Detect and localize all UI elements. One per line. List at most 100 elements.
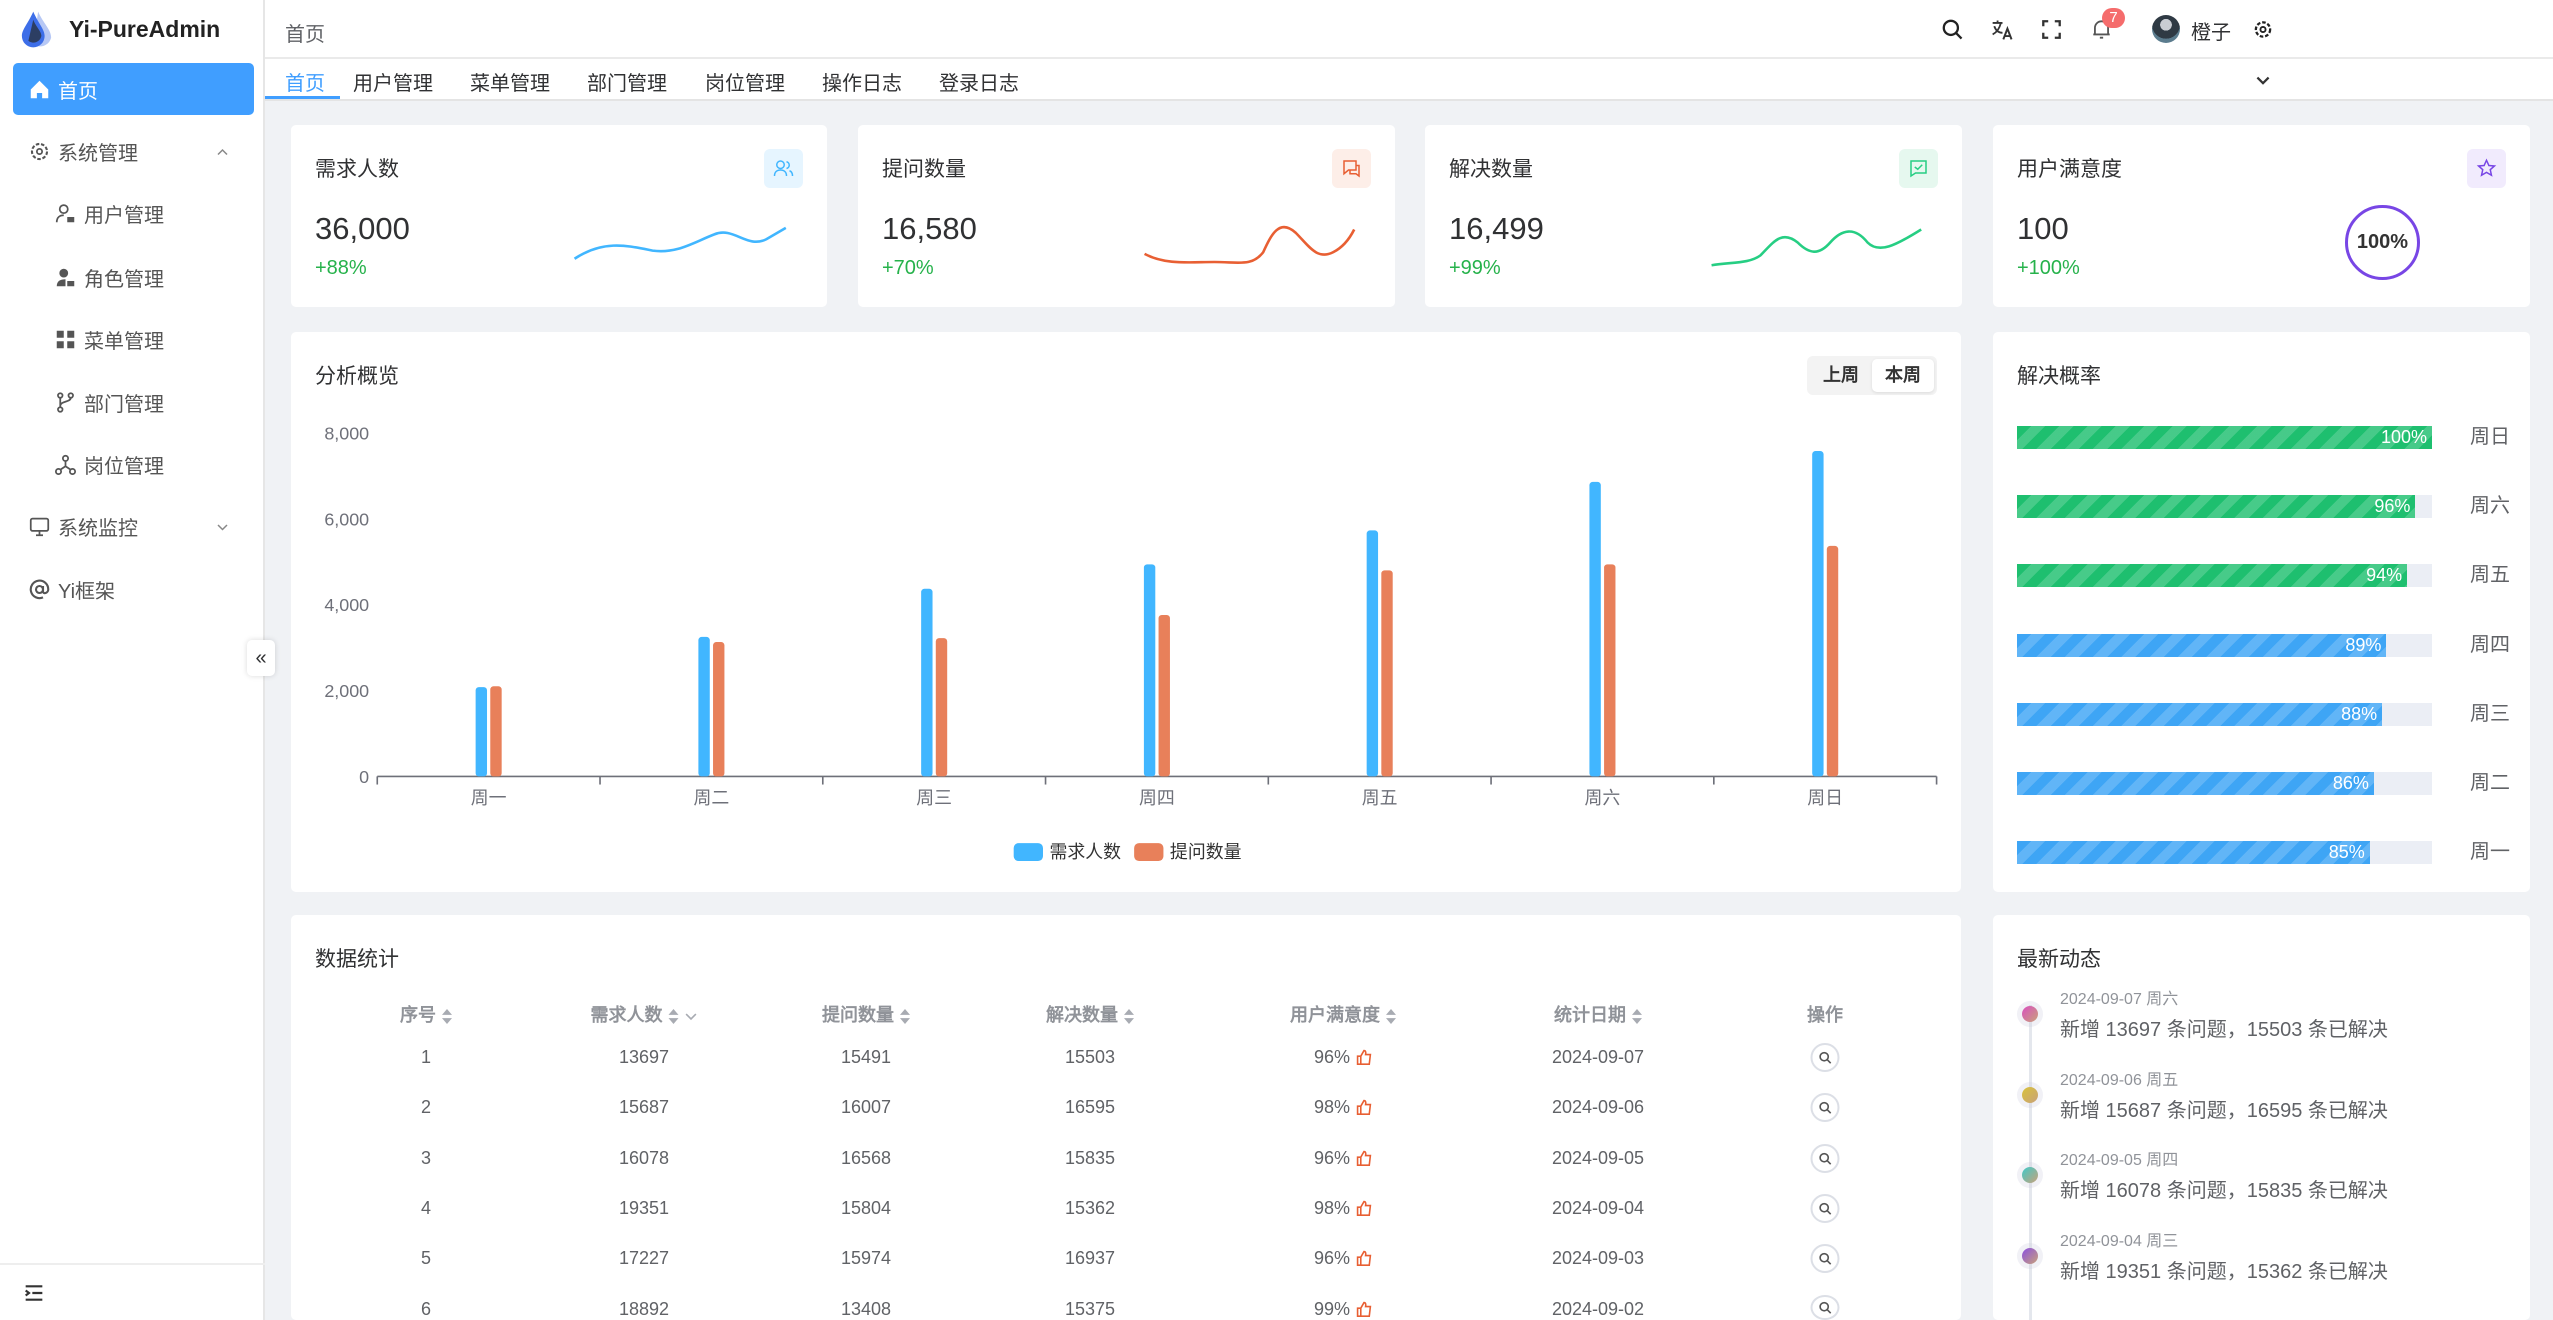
view-button[interactable] (1810, 1193, 1840, 1223)
column-header[interactable]: 用户满意度 (1290, 1001, 1396, 1027)
stat-value: 36,000 (315, 211, 410, 246)
bar-questions[interactable] (935, 638, 948, 777)
chevron-down-icon (217, 523, 228, 531)
column-header[interactable]: 序号 (400, 1001, 452, 1027)
collapse-sidebar-button[interactable]: « (247, 640, 275, 676)
sort-icon[interactable] (1632, 1008, 1642, 1024)
sidebar-item-post-management[interactable]: 岗位管理 (13, 438, 254, 490)
sparkline (1711, 228, 1922, 267)
branch-icon (57, 391, 74, 413)
tab-menu-management[interactable]: 菜单管理 (470, 73, 550, 95)
breadcrumb[interactable]: 首页 (285, 24, 325, 46)
sidebar-item-label: 用户管理 (84, 204, 164, 227)
activity-date: 2024-09-06 周五 (2060, 1071, 2179, 1089)
sidebar-item-department-management[interactable]: 部门管理 (13, 376, 254, 428)
table-cell: 13408 (841, 1300, 891, 1318)
cell-value: 15362 (1064, 1197, 1116, 1218)
view-button[interactable] (1810, 1043, 1840, 1072)
legend-label[interactable]: 需求人数 (1049, 842, 1121, 862)
sidebar: Yi-PureAdmin 首页 系统管理 用户管理 角色管理 菜单管理 部门管理 (0, 0, 265, 1320)
search-icon (1819, 1301, 1832, 1314)
tab-operation-log[interactable]: 操作日志 (822, 73, 902, 95)
table-cell: 3 (421, 1149, 431, 1167)
bar-demand[interactable] (1143, 564, 1156, 777)
view-button[interactable] (1810, 1244, 1840, 1274)
bar-demand[interactable] (698, 636, 710, 777)
sidebar-item-label: 菜单管理 (84, 330, 164, 353)
progress-label: 周四 (2470, 633, 2510, 656)
bar-demand[interactable] (921, 588, 933, 777)
tab-home[interactable]: 首页 (285, 73, 325, 95)
legend-label[interactable]: 提问数量 (1170, 842, 1242, 862)
bar-questions[interactable] (1826, 545, 1839, 777)
sidebar-item-role-management[interactable]: 角色管理 (13, 251, 254, 303)
progress-bar: 96% (2017, 495, 2432, 519)
sidebar-item-home[interactable]: 首页 (13, 63, 254, 115)
stat-change: +100% (2017, 257, 2080, 279)
sidebar-item-yi-framework[interactable]: Yi框架 (13, 563, 254, 615)
x-tick-label: 周一 (471, 788, 507, 808)
progress-fill: 88% (2017, 702, 2382, 726)
view-button[interactable] (1810, 1093, 1840, 1123)
bar-questions[interactable] (713, 642, 725, 777)
cell-value: 15804 (840, 1197, 892, 1218)
bar-demand[interactable] (1366, 530, 1379, 777)
tab-login-log[interactable]: 登录日志 (939, 73, 1019, 95)
tab-post-management[interactable]: 岗位管理 (705, 73, 785, 95)
table-cell: 15362 (1065, 1199, 1115, 1217)
sidebar-item-user-management[interactable]: 用户管理 (13, 187, 254, 239)
bar-demand[interactable] (1589, 481, 1601, 777)
bar-demand[interactable] (475, 687, 488, 777)
sidebar-item-system-management[interactable]: 系统管理 (13, 125, 254, 177)
user-name[interactable]: 橙子 (2191, 22, 2231, 44)
sort-icon[interactable] (668, 1008, 679, 1024)
cell-value: 5 (420, 1248, 432, 1269)
filter-chevron-icon[interactable] (685, 1009, 698, 1024)
avatar[interactable] (2152, 15, 2180, 43)
chevron-down-icon[interactable] (2255, 72, 2271, 88)
table-cell: 15835 (1065, 1149, 1115, 1167)
bar-demand[interactable] (1812, 450, 1824, 777)
sort-icon[interactable] (900, 1008, 910, 1024)
column-header[interactable]: 需求人数 (591, 1001, 698, 1027)
column-header[interactable]: 解决数量 (1046, 1001, 1134, 1027)
search-icon[interactable] (1941, 18, 1964, 41)
stat-title: 解决数量 (1449, 158, 1533, 181)
menu-fold-icon[interactable] (24, 1283, 44, 1303)
toggle-last-week[interactable]: 上周 (1823, 365, 1859, 385)
cell-value: 16937 (1064, 1248, 1116, 1269)
tab-department-management[interactable]: 部门管理 (587, 73, 667, 95)
bar-questions[interactable] (490, 686, 502, 777)
sidebar-item-system-monitor[interactable]: 系统监控 (13, 500, 254, 552)
bar-questions[interactable] (1604, 564, 1616, 777)
bar-questions[interactable] (1158, 614, 1170, 777)
tab-user-management[interactable]: 用户管理 (353, 73, 433, 95)
progress-label: 周日 (2470, 426, 2510, 448)
table-cell: 96% (1314, 1149, 1372, 1167)
column-header[interactable]: 操作 (1807, 1001, 1843, 1027)
week-toggle: 上周 本周 (1807, 356, 1937, 395)
progress-fill: 86% (2017, 772, 2374, 795)
progress-label: 周三 (2470, 702, 2510, 725)
cell-value: 15491 (840, 1047, 892, 1067)
bar-questions[interactable] (1381, 570, 1393, 777)
cell-value: 15974 (840, 1248, 892, 1269)
view-button[interactable] (1810, 1143, 1840, 1173)
gear-icon[interactable] (2253, 18, 2273, 41)
sort-icon[interactable] (1386, 1008, 1396, 1024)
cell-value: 16568 (840, 1147, 892, 1168)
translate-icon[interactable] (1991, 18, 2014, 41)
thumbs-up-icon (1356, 1100, 1372, 1116)
sort-icon[interactable] (442, 1008, 452, 1024)
home-icon (30, 80, 49, 98)
column-header[interactable]: 统计日期 (1554, 1001, 1642, 1027)
view-button[interactable] (1810, 1294, 1840, 1320)
logo[interactable]: Yi-PureAdmin (20, 10, 220, 49)
stat-change: +99% (1449, 257, 1501, 279)
app-title: Yi-PureAdmin (69, 16, 221, 42)
column-header[interactable]: 提问数量 (822, 1001, 910, 1027)
sidebar-item-menu-management[interactable]: 菜单管理 (13, 313, 254, 365)
toggle-this-week[interactable]: 本周 (1872, 359, 1934, 392)
sort-icon[interactable] (1124, 1008, 1134, 1024)
fullscreen-icon[interactable] (2040, 18, 2063, 41)
